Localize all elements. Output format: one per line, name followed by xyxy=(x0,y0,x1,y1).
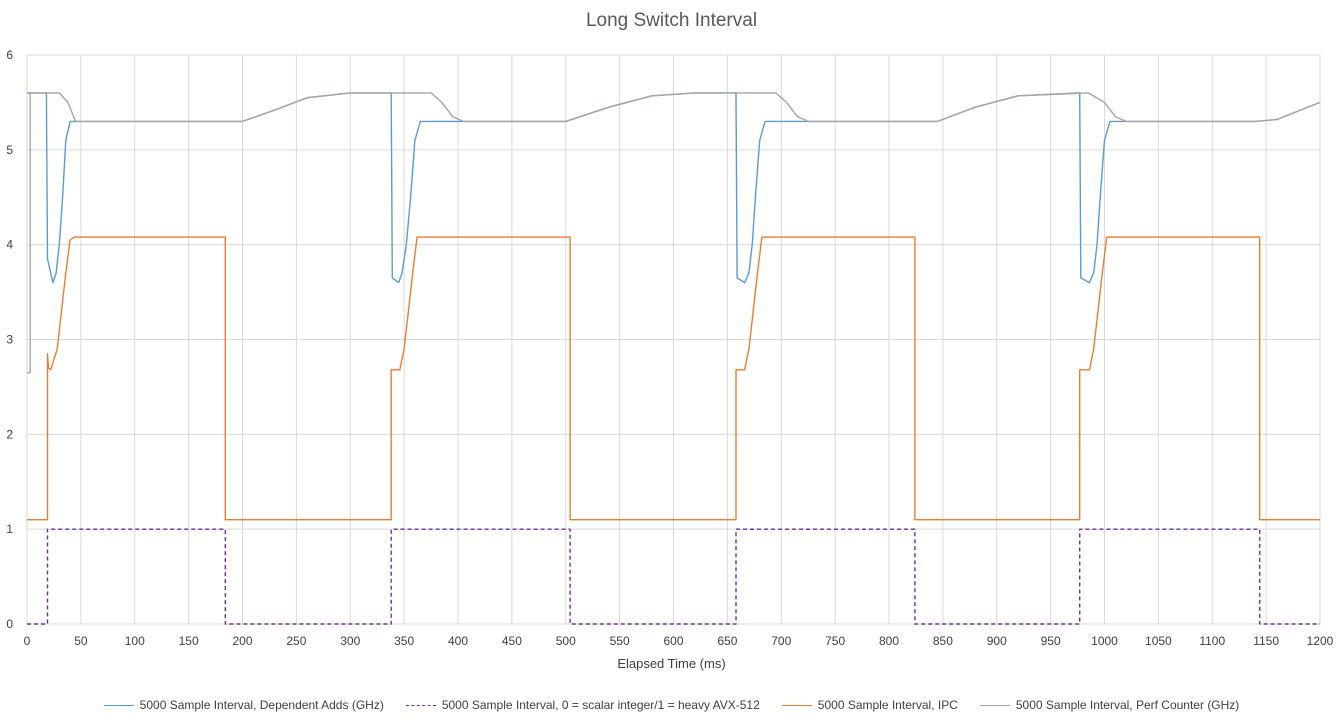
x-tick-label: 0 xyxy=(24,634,31,648)
x-tick-label: 1200 xyxy=(1307,634,1334,648)
legend-swatch-dependent-adds xyxy=(103,704,134,706)
y-tick-label: 4 xyxy=(6,238,13,252)
legend: 5000 Sample Interval, Dependent Adds (GH… xyxy=(0,698,1343,712)
x-tick-label: 1150 xyxy=(1253,634,1279,648)
y-tick-label: 2 xyxy=(6,427,13,441)
x-tick-label: 700 xyxy=(771,634,791,648)
x-tick-label: 600 xyxy=(663,634,683,648)
legend-label-dependent-adds: 5000 Sample Interval, Dependent Adds (GH… xyxy=(139,698,384,712)
legend-label-perf-counter: 5000 Sample Interval, Perf Counter (GHz) xyxy=(1015,698,1240,712)
gridlines xyxy=(26,54,1321,625)
legend-item-dependent-adds: 5000 Sample Interval, Dependent Adds (GH… xyxy=(103,698,384,712)
x-tick-label: 200 xyxy=(232,634,252,648)
legend-swatch-avx-state xyxy=(405,704,436,706)
x-tick-label: 750 xyxy=(825,634,845,648)
y-tick-label: 1 xyxy=(6,522,13,536)
x-tick-label: 500 xyxy=(556,634,576,648)
x-tick-label: 550 xyxy=(610,634,630,648)
legend-item-perf-counter: 5000 Sample Interval, Perf Counter (GHz) xyxy=(979,698,1240,712)
x-tick-label: 1050 xyxy=(1145,634,1172,648)
x-tick-label: 1100 xyxy=(1199,634,1225,648)
legend-label-avx-state: 5000 Sample Interval, 0 = scalar integer… xyxy=(441,698,760,712)
series-line-2 xyxy=(27,236,1320,521)
x-tick-label: 250 xyxy=(286,634,306,648)
x-tick-label: 800 xyxy=(879,634,899,648)
series-line-3 xyxy=(27,92,1321,374)
x-tick-label: 50 xyxy=(74,634,88,648)
legend-item-ipc: 5000 Sample Interval, IPC xyxy=(781,698,958,712)
series-lines xyxy=(27,92,1321,625)
x-tick-label: 450 xyxy=(502,634,522,648)
tick-labels: 0 50 100 150 200 250 300 350 400 450 500 550 600 650 7… xyxy=(6,48,1333,648)
x-tick-label: 900 xyxy=(987,634,1007,648)
chart-title: Long Switch Interval xyxy=(585,10,758,31)
y-tick-label: 0 xyxy=(6,617,13,631)
legend-swatch-ipc xyxy=(781,704,812,706)
series-line-1 xyxy=(27,528,1320,625)
x-tick-label: 100 xyxy=(125,634,145,648)
x-tick-label: 1000 xyxy=(1091,634,1118,648)
x-tick-label: 650 xyxy=(717,634,737,648)
x-axis-label: Elapsed Time (ms) xyxy=(617,656,726,671)
x-tick-label: 150 xyxy=(179,634,199,648)
x-tick-label: 300 xyxy=(340,634,360,648)
y-tick-label: 5 xyxy=(6,143,13,157)
x-tick-label: 400 xyxy=(448,634,468,648)
legend-label-ipc: 5000 Sample Interval, IPC xyxy=(817,698,958,712)
legend-swatch-perf-counter xyxy=(979,704,1010,706)
y-tick-label: 3 xyxy=(6,333,13,347)
y-tick-label: 6 xyxy=(6,48,13,62)
x-tick-label: 350 xyxy=(394,634,414,648)
x-tick-label: 950 xyxy=(1041,634,1061,648)
x-tick-label: 850 xyxy=(933,634,953,648)
legend-item-avx-state: 5000 Sample Interval, 0 = scalar integer… xyxy=(405,698,760,712)
